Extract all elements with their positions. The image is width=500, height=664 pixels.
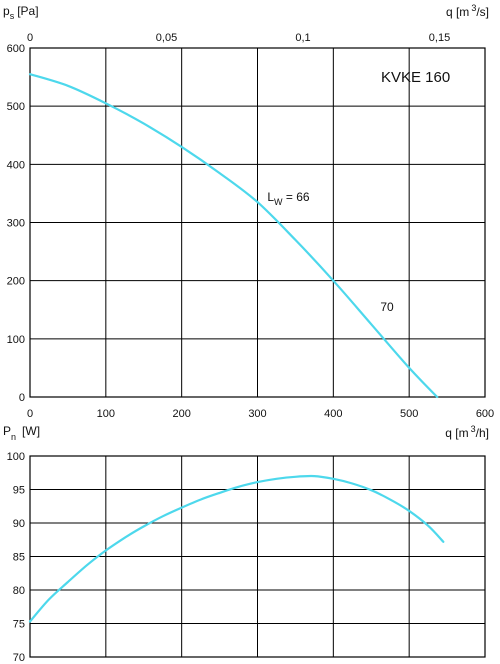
flow-m3h-axis-label: q [m 3/h] [445,424,489,440]
pressure-y-ticks: 0 100 200 300 400 500 600 [7,43,25,404]
power-y-tick-label: 85 [13,552,25,564]
pressure-y-tick-label: 0 [19,392,25,404]
flow-m3h-tick-label: 500 [400,408,418,420]
power-chart: Pn [W] q [m 3/h] 70 75 80 85 90 95 100 [3,424,489,664]
power-y-ticks: 70 75 80 85 90 95 100 [7,451,25,664]
flow-m3h-tick-label: 200 [172,408,190,420]
pressure-y-tick-label: 300 [7,218,25,230]
sound-power-label-70: 70 [380,300,394,314]
pressure-y-tick-label: 600 [7,43,25,55]
flow-m3s-tick-label: 0,15 [429,32,450,44]
flow-m3h-tick-label: 0 [27,408,33,420]
pressure-x-ticks: 0 100 200 300 400 500 600 [27,408,494,420]
power-y-tick-label: 95 [13,485,25,497]
flow-m3s-tick-label: 0 [27,32,33,44]
power-curve [28,474,445,623]
pressure-axis-label: ps [Pa] [3,4,39,21]
pressure-y-tick-label: 400 [7,159,25,171]
pressure-y-tick-label: 100 [7,334,25,346]
power-y-tick-label: 75 [13,619,25,631]
sound-power-label-66: LW = 66 [267,190,310,207]
pressure-curve [28,73,439,399]
flow-m3h-tick-label: 100 [97,408,115,420]
flow-m3h-tick-label: 600 [476,408,494,420]
power-y-tick-label: 80 [13,585,25,597]
power-plot-frame [29,455,486,658]
flow-m3s-ticks: 0 0,05 0,1 0,15 [27,32,450,44]
flow-m3s-axis-label: q [m 3/s] [446,3,489,19]
model-label: KVKE 160 [381,69,450,86]
pressure-plot-frame [29,47,486,398]
power-y-tick-label: 70 [13,652,25,664]
flow-m3h-tick-label: 400 [324,408,342,420]
flow-m3s-tick-label: 0,1 [295,32,310,44]
pressure-y-tick-label: 500 [7,101,25,113]
power-y-tick-label: 100 [7,451,25,463]
flow-m3s-tick-label: 0,05 [156,32,177,44]
power-y-tick-label: 90 [13,518,25,530]
flow-m3h-tick-label: 300 [248,408,266,420]
power-axis-label: Pn [W] [3,424,40,442]
pressure-y-tick-label: 200 [7,276,25,288]
